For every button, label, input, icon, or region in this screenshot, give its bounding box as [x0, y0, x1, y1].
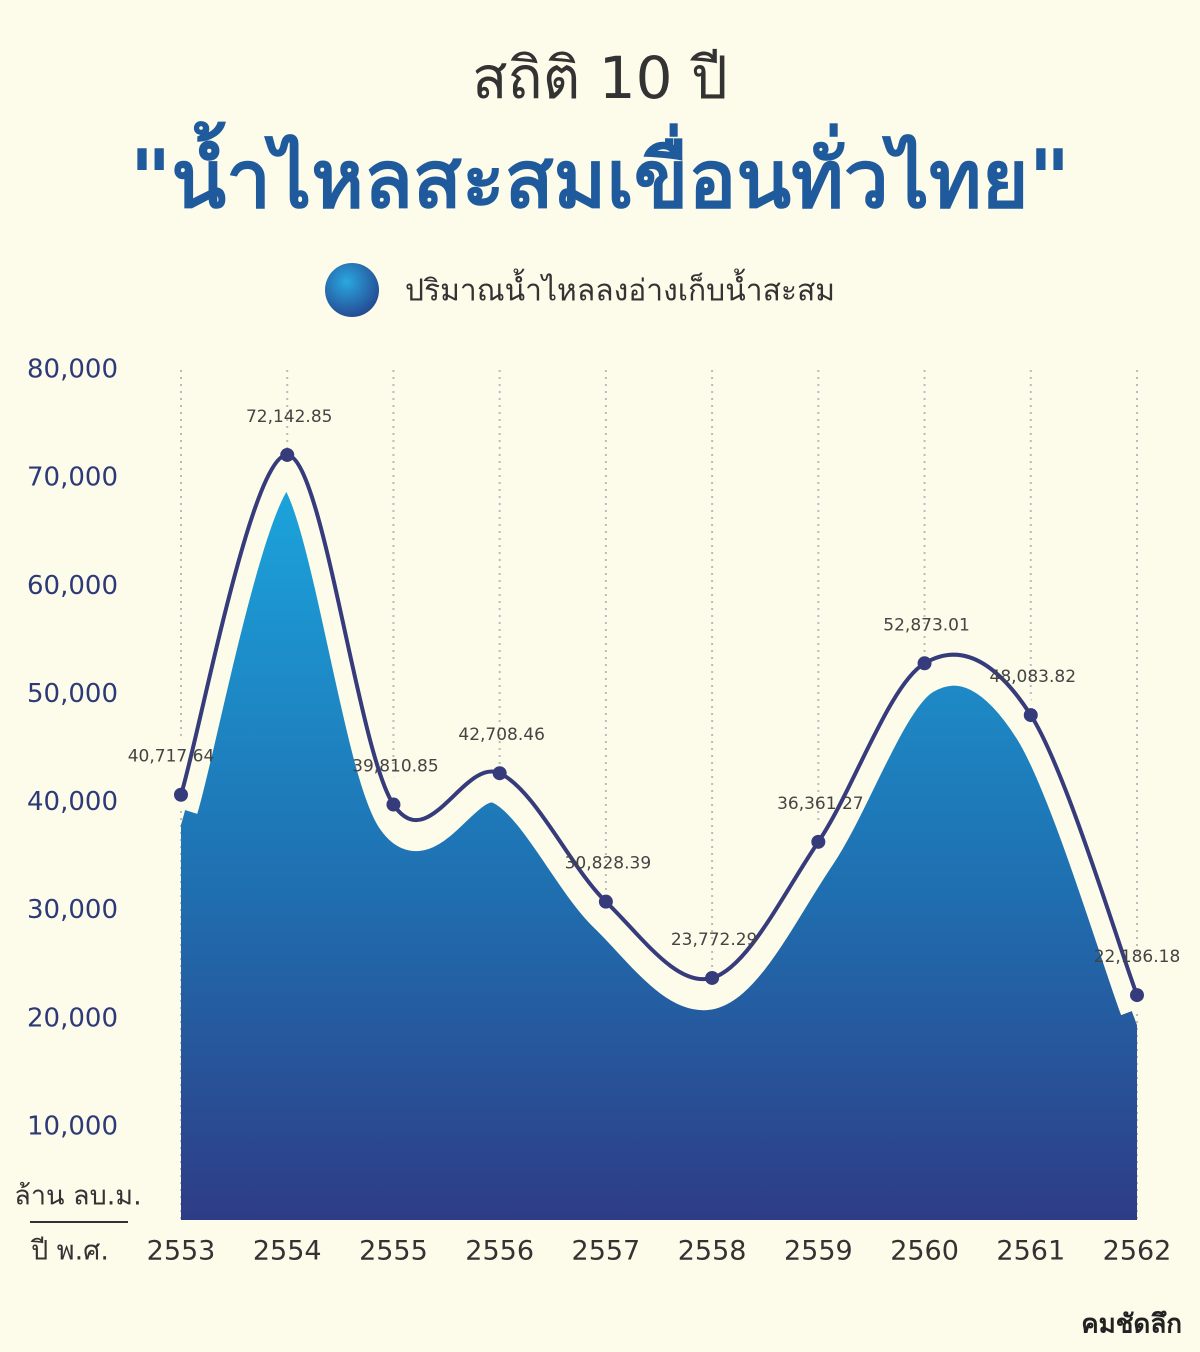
point — [174, 787, 188, 802]
value-label: 30,828.39 — [565, 854, 652, 874]
value-label: 23,772.29 — [671, 930, 758, 950]
area — [181, 484, 1137, 1220]
value-label: 36,361.27 — [777, 794, 864, 814]
source: คมชัดลึก — [1081, 1310, 1182, 1340]
point — [280, 447, 295, 462]
legend-label: ปริมาณน้ำไหลลงอ่างเก็บน้ำสะสม — [405, 269, 835, 309]
value-label: 42,708.46 — [458, 725, 545, 745]
point — [811, 834, 826, 849]
point — [705, 970, 720, 985]
x-tick-label: 2556 — [465, 1236, 534, 1267]
y-tick-label: 70,000 — [27, 463, 118, 493]
y-tick-label: 50,000 — [27, 679, 118, 709]
value-label: 48,083.82 — [990, 667, 1077, 687]
x-tick-label: 2559 — [784, 1236, 853, 1267]
point — [492, 766, 507, 781]
y-axis-label: ล้าน ลบ.ม. — [14, 1181, 141, 1212]
legend-marker — [325, 263, 379, 317]
y-tick-label: 60,000 — [27, 571, 118, 601]
x-axis-label: ปี พ.ศ. — [31, 1236, 109, 1267]
y-tick-label: 40,000 — [27, 787, 118, 817]
x-tick-label: 2557 — [572, 1236, 641, 1267]
halo — [164, 451, 1153, 1016]
value-label: 22,186.18 — [1094, 947, 1181, 967]
value-label: 72,142.85 — [246, 407, 333, 427]
x-tick-label: 2555 — [359, 1236, 428, 1267]
point — [598, 894, 613, 909]
x-tick-label: 2558 — [678, 1236, 747, 1267]
point — [1130, 988, 1144, 1003]
point — [386, 797, 401, 812]
x-tick-label: 2554 — [253, 1236, 322, 1267]
x-tick-label: 2560 — [890, 1236, 959, 1267]
x-tick-label: 2553 — [147, 1236, 216, 1267]
line — [179, 452, 1139, 996]
value-label: 52,873.01 — [883, 615, 970, 635]
chart-subtitle: "น้ำไหลสะสมเขื่อนทั่วไทย" — [130, 121, 1071, 226]
point — [1023, 708, 1038, 723]
x-tick-label: 2562 — [1103, 1236, 1172, 1267]
chart-title: สถิติ 10 ปี — [472, 44, 728, 112]
y-tick-label: 30,000 — [27, 895, 118, 925]
y-tick-label: 10,000 — [27, 1111, 118, 1141]
x-tick-label: 2561 — [996, 1236, 1065, 1267]
value-label: 39,810.85 — [352, 757, 439, 777]
point — [917, 656, 932, 671]
y-tick-label: 80,000 — [27, 355, 118, 385]
y-tick-label: 20,000 — [27, 1003, 118, 1033]
value-label: 40,717.64 — [128, 747, 215, 767]
